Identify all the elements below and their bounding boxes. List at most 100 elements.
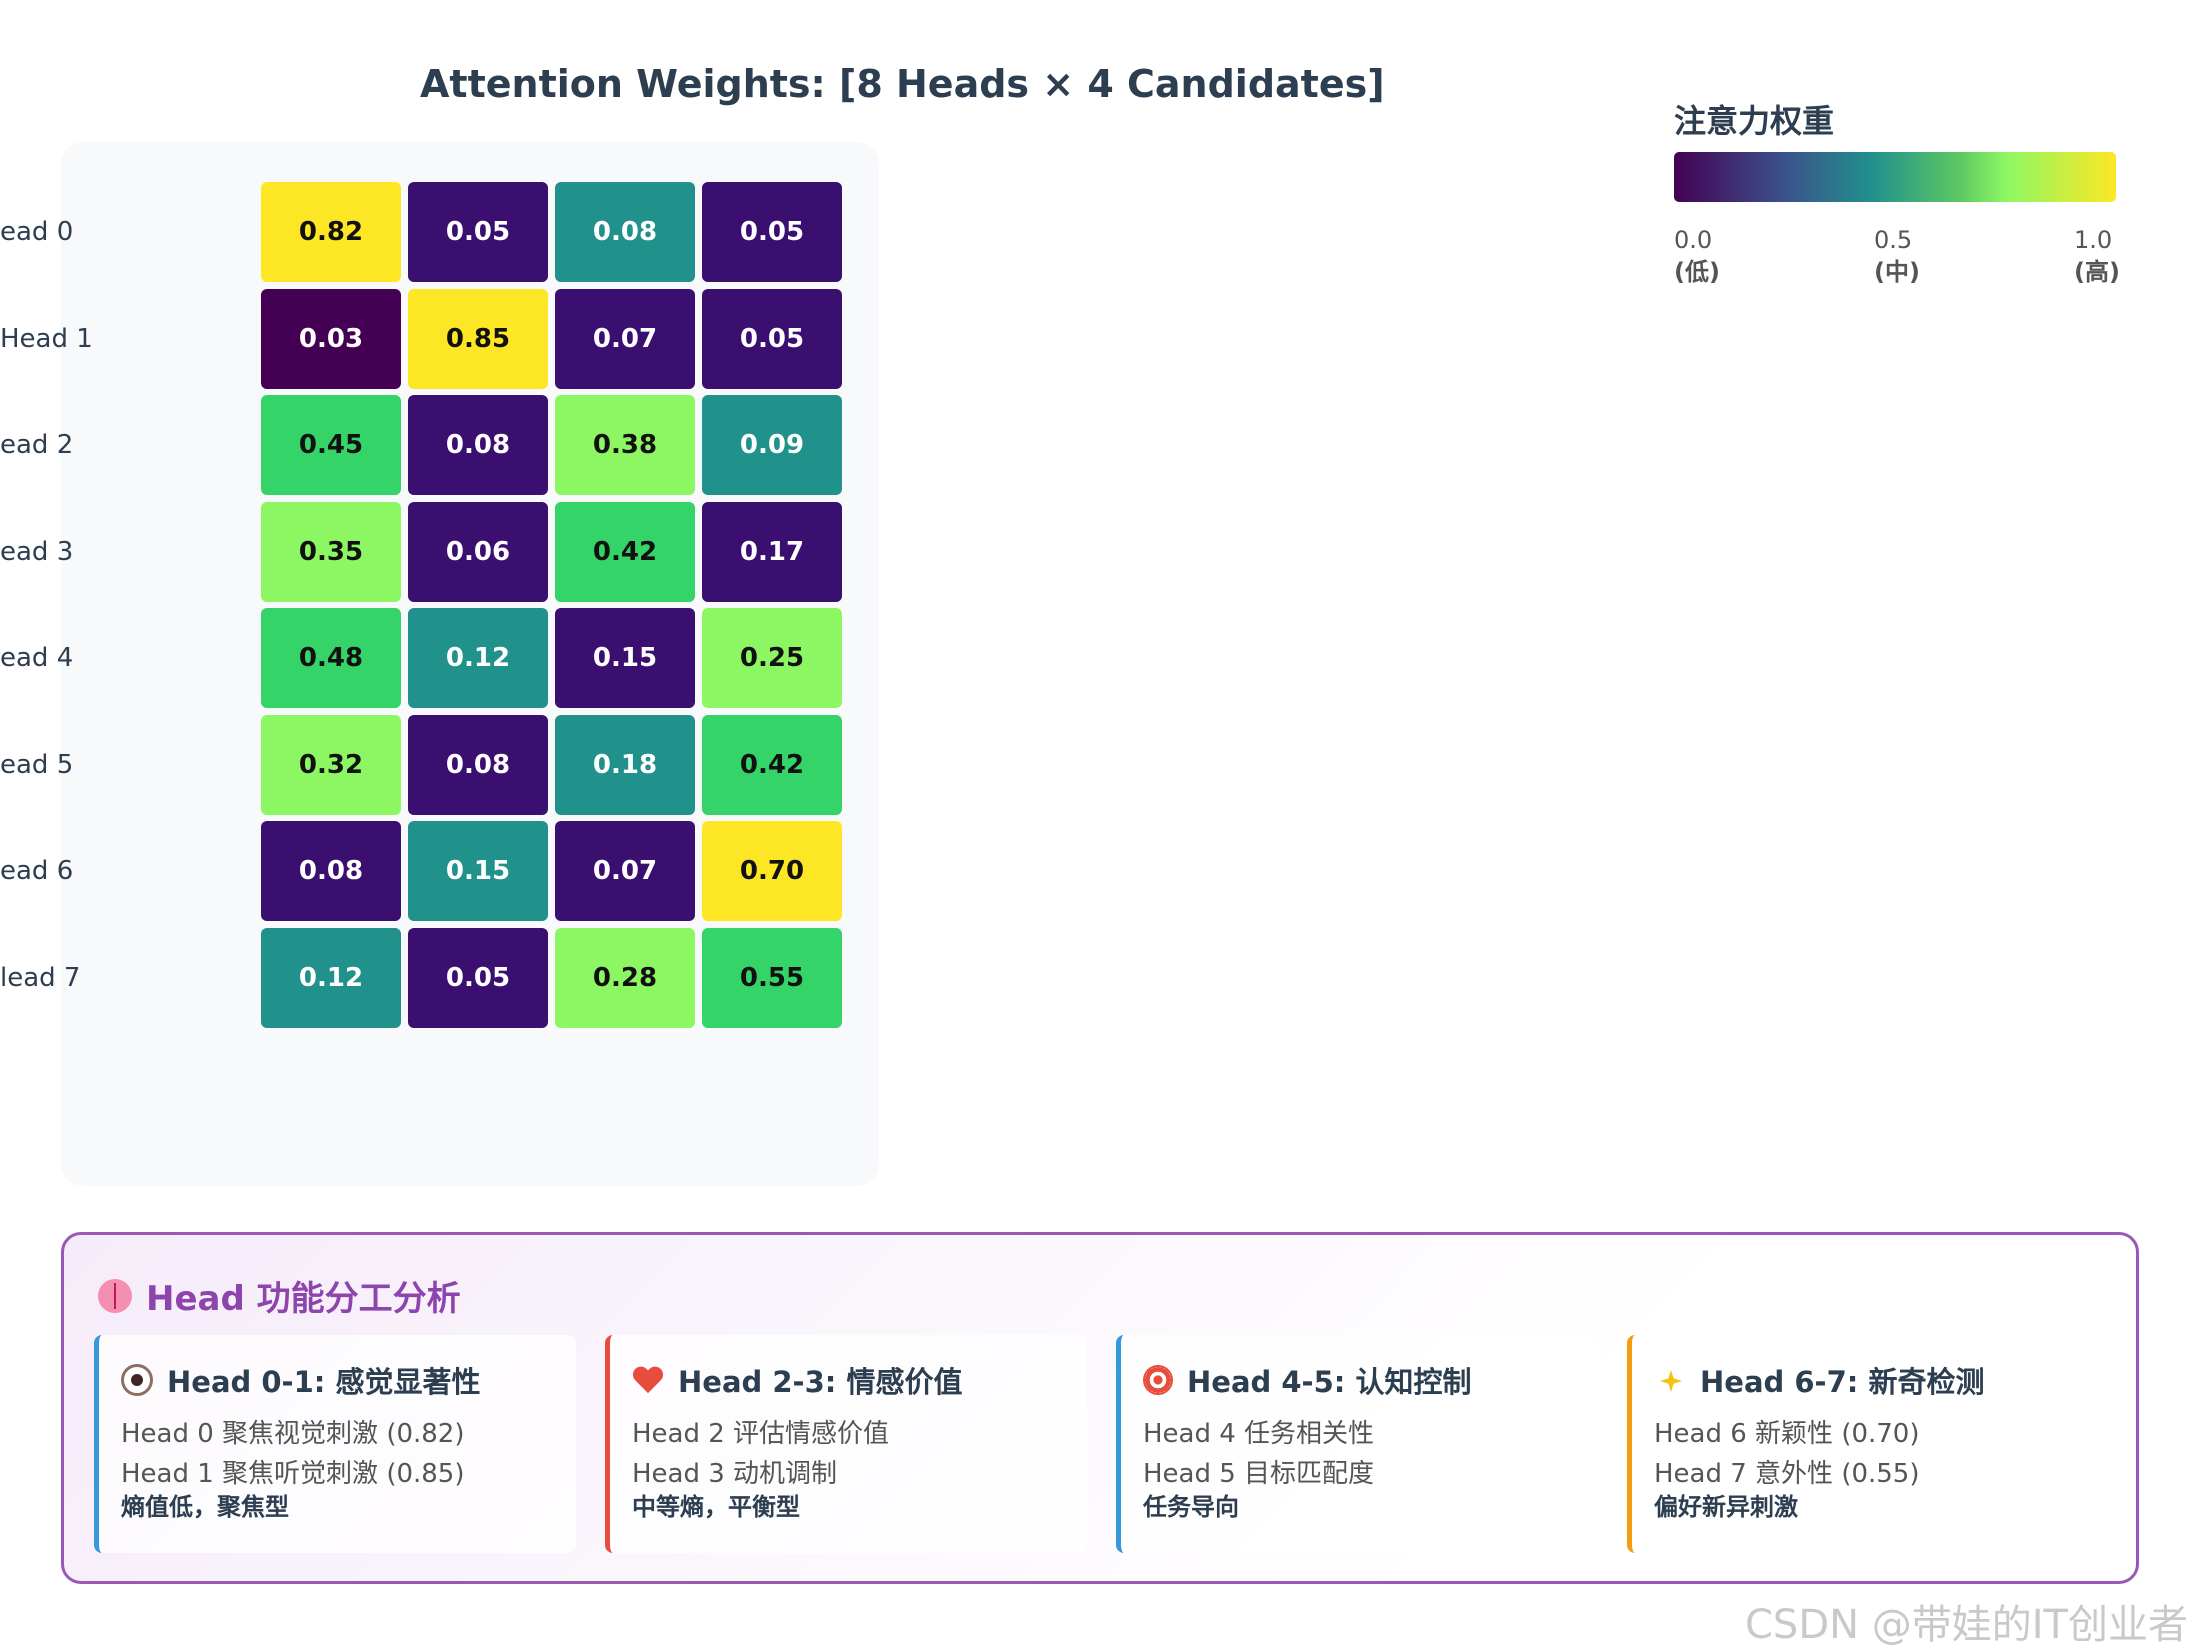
cell-value-label: 0.18	[592, 749, 658, 780]
cell-value-label: 0.06	[445, 536, 511, 567]
legend-tick-label: (低)	[1674, 258, 1720, 286]
cell-value-label: 0.15	[445, 856, 511, 886]
cell-value-label: 0.45	[298, 430, 364, 460]
heatmap-cell: 0.42	[702, 714, 842, 815]
legend-colorbar	[1674, 152, 2116, 202]
cell-value-label: 0.35	[298, 536, 364, 567]
cell-value-label: 0.25	[739, 643, 805, 673]
heatmap-cell: 0.12	[261, 927, 401, 1028]
row-label: ead 4	[0, 643, 74, 673]
cell-value-label: 0.08	[445, 749, 511, 780]
heatmap-cell: 0.18	[555, 714, 695, 815]
card-line: Head 0 聚焦视觉刺激 (0.82)	[121, 1419, 465, 1449]
heatmap-cell: 0.08	[261, 821, 401, 921]
cell-value-label: 0.12	[445, 643, 511, 673]
legend-tick-label: (中)	[1874, 258, 1920, 286]
heatmap-cell: 0.35	[261, 501, 401, 602]
cell-value-label: 0.05	[739, 217, 805, 247]
card-title-text: Head 2-3: 情感价值	[678, 1365, 963, 1399]
cell-value-label: 0.42	[739, 749, 805, 780]
heart-icon	[632, 1365, 664, 1395]
heatmap-cell: 0.05	[408, 927, 548, 1028]
cell-value-label: 0.08	[445, 430, 511, 460]
card-line: Head 3 动机调制	[632, 1459, 838, 1489]
heatmap-cell: 0.42	[555, 501, 695, 602]
legend-tick: 0.5 (中)	[1874, 224, 1920, 288]
analysis-card: Head 2-3: 情感价值 Head 2 评估情感价值 Head 3 动机调制 中等…	[605, 1335, 1087, 1553]
cell-value-label: 0.03	[298, 323, 364, 354]
row-label: ead 5	[0, 749, 74, 780]
card-title: Head 6-7: 新奇检测	[1654, 1359, 1984, 1401]
sparkle-icon	[1654, 1364, 1686, 1396]
heatmap-cell: 0.12	[408, 608, 548, 708]
card-title: Head 4-5: 认知控制	[1143, 1359, 1471, 1401]
heatmap-cell: 0.55	[702, 927, 842, 1028]
eye-icon	[121, 1364, 153, 1396]
legend-tick-value: 0.0	[1674, 226, 1713, 254]
card-line: Head 4 任务相关性	[1143, 1419, 1375, 1449]
analysis-title: Head 功能分工分析	[98, 1271, 461, 1320]
watermark: CSDN @带娃的IT创业者	[1745, 1602, 2188, 1648]
cell-value-label: 0.08	[592, 217, 658, 247]
cell-value-label: 0.15	[592, 643, 658, 673]
heatmap-cell: 0.09	[702, 395, 842, 495]
cell-value-label: 0.05	[445, 962, 511, 993]
cell-value-label: 0.09	[739, 430, 805, 460]
analysis-card: Head 0-1: 感觉显著性 Head 0 聚焦视觉刺激 (0.82) Head …	[94, 1335, 576, 1553]
heatmap-cell: 0.17	[702, 501, 842, 602]
cell-value-label: 0.08	[298, 856, 364, 886]
heatmap-cell: 0.15	[555, 608, 695, 708]
legend-tick-value: 0.5	[1874, 226, 1913, 254]
heatmap-cell: 0.07	[555, 288, 695, 389]
card-line: Head 7 意外性 (0.55)	[1654, 1459, 1920, 1489]
card-title: Head 0-1: 感觉显著性	[121, 1359, 480, 1401]
card-title: Head 2-3: 情感价值	[632, 1359, 962, 1401]
heatmap-cell: 0.70	[702, 821, 842, 921]
heatmap-cell: 0.06	[408, 501, 548, 602]
row-label: ead 0	[0, 217, 74, 247]
cell-value-label: 0.28	[592, 962, 658, 993]
card-note: 任务导向	[1143, 1493, 1239, 1521]
row-label: ead 6	[0, 856, 74, 886]
cell-value-label: 0.07	[592, 856, 658, 886]
legend-title: 注意力权重	[1674, 102, 1835, 140]
legend-tick-label: (高)	[2074, 258, 2120, 286]
card-note: 中等熵，平衡型	[632, 1493, 800, 1521]
analysis-title-text: Head 功能分工分析	[146, 1279, 461, 1319]
cell-value-label: 0.12	[298, 962, 364, 993]
cell-value-label: 0.17	[739, 536, 805, 567]
card-note: 偏好新异刺激	[1654, 1493, 1798, 1521]
heatmap-cell: 0.08	[555, 182, 695, 282]
cell-value-label: 0.55	[739, 962, 805, 993]
analysis-card: Head 4-5: 认知控制 Head 4 任务相关性 Head 5 目标匹配度 任务…	[1116, 1335, 1598, 1553]
heatmap-cell: 0.15	[408, 821, 548, 921]
card-title-text: Head 0-1: 感觉显著性	[167, 1365, 481, 1399]
cell-value-label: 0.48	[298, 643, 364, 673]
cell-value-label: 0.05	[445, 217, 511, 247]
heatmap-cell: 0.85	[408, 288, 548, 389]
cell-value-label: 0.38	[592, 430, 658, 460]
brain-icon	[98, 1278, 132, 1313]
cell-value-label: 0.42	[592, 536, 658, 567]
analysis-card: Head 6-7: 新奇检测 Head 6 新颖性 (0.70) Head 7 意外…	[1627, 1335, 2109, 1553]
analysis-panel: Head 功能分工分析 Head 0-1: 感觉显著性 Head 0 聚焦视觉刺激…	[61, 1232, 2139, 1584]
card-line: Head 1 聚焦听觉刺激 (0.85)	[121, 1459, 465, 1489]
heatmap-cell: 0.03	[261, 288, 401, 389]
target-icon	[1143, 1365, 1173, 1395]
cell-value-label: 0.70	[739, 856, 805, 886]
legend-tick-value: 1.0	[2074, 226, 2113, 254]
heatmap-cell: 0.32	[261, 714, 401, 815]
heatmap-cell: 0.07	[555, 821, 695, 921]
card-line: Head 5 目标匹配度	[1143, 1459, 1375, 1489]
row-label: ead 2	[0, 430, 74, 460]
heatmap-cell: 0.25	[702, 608, 842, 708]
cell-value-label: 0.05	[739, 323, 805, 354]
cell-value-label: 0.07	[592, 323, 658, 354]
card-title-text: Head 6-7: 新奇检测	[1700, 1365, 1985, 1399]
heatmap-cell: 0.82	[261, 182, 401, 282]
legend-tick: 0.0 (低)	[1674, 224, 1720, 288]
legend-tick: 1.0 (高)	[2074, 224, 2120, 288]
card-note: 熵值低，聚焦型	[121, 1493, 289, 1521]
heatmap-cell: 0.28	[555, 927, 695, 1028]
card-title-text: Head 4-5: 认知控制	[1187, 1365, 1472, 1399]
